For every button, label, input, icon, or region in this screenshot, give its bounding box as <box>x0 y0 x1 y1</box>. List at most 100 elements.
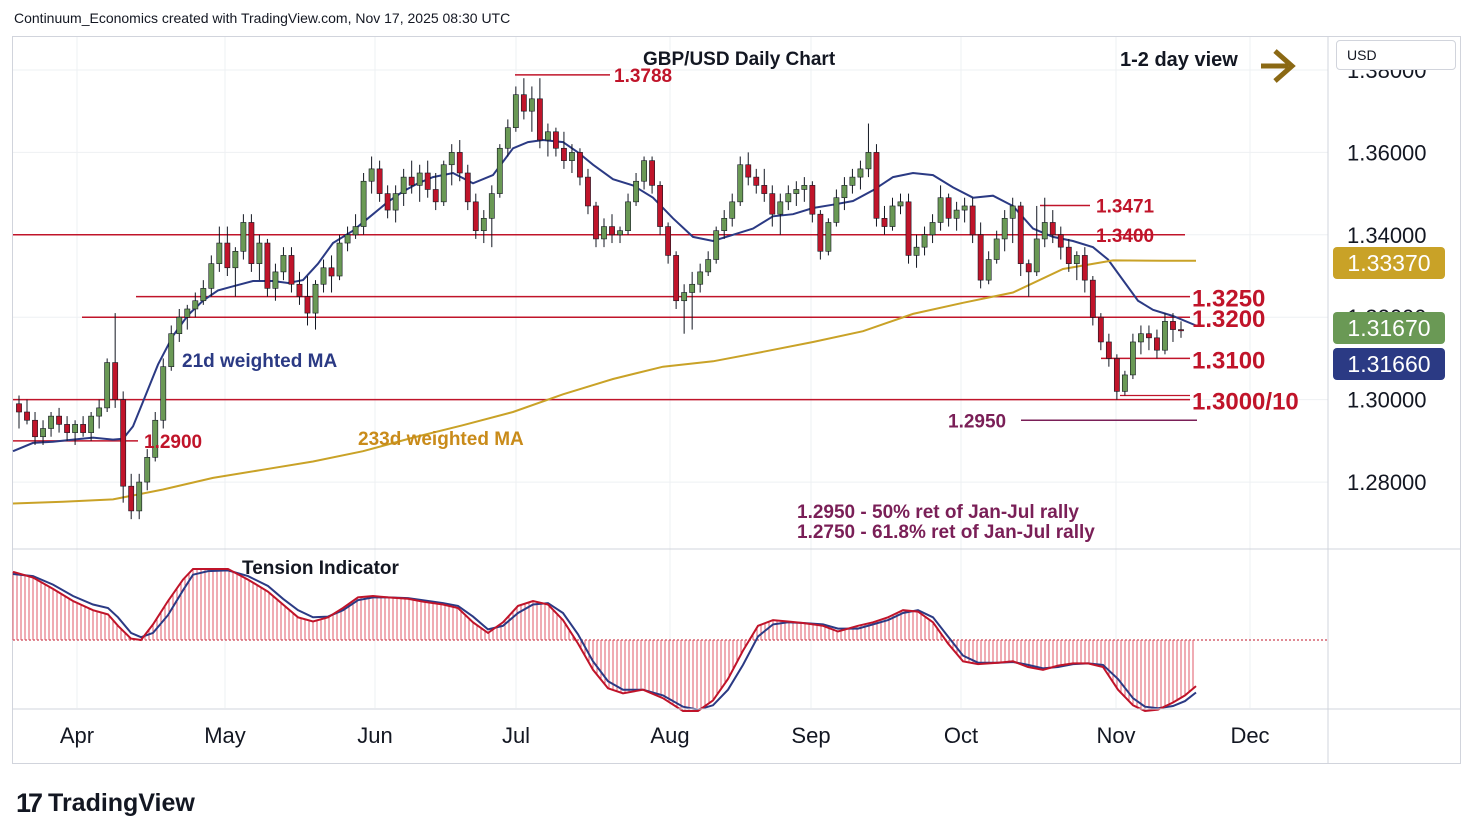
candle-body <box>496 147 503 194</box>
level-lines <box>13 74 1197 442</box>
arrow-right-icon <box>1261 49 1296 83</box>
currency-selector[interactable]: USD <box>1336 40 1456 70</box>
candle-body <box>937 197 944 223</box>
candle-body <box>320 267 327 285</box>
candle-body <box>488 193 495 219</box>
candle-body <box>248 222 255 264</box>
candle-body <box>416 172 423 186</box>
candle-body <box>384 193 391 211</box>
candle-body <box>1113 358 1120 392</box>
candle-body <box>1009 205 1016 219</box>
indicator-title: Tension Indicator <box>242 558 400 579</box>
candle-body <box>801 185 808 190</box>
candle-body <box>144 457 151 483</box>
candle-body <box>1097 316 1104 343</box>
candle-body <box>1057 234 1064 248</box>
candle-body <box>921 234 928 248</box>
x-tick-label: Jun <box>357 723 392 748</box>
candle-body <box>224 242 231 269</box>
ma233-label: 233d weighted MA <box>358 429 524 450</box>
y-tick-label: 1.30000 <box>1347 388 1427 413</box>
candle-body <box>1089 279 1096 318</box>
candle-body <box>392 193 399 211</box>
level-label: 1.3471 <box>1096 197 1155 218</box>
level-label: 1.2950 <box>948 411 1006 432</box>
candle-body <box>192 300 199 310</box>
candle-body <box>504 127 511 149</box>
candle-body <box>256 242 263 264</box>
candle-body <box>424 172 431 190</box>
candle-body <box>312 283 319 314</box>
candle-body <box>993 238 1000 260</box>
candle-body <box>545 131 551 141</box>
candle-body <box>601 226 607 240</box>
candle-body <box>344 234 351 244</box>
indicator-main-line <box>12 568 1197 713</box>
chart-attribution: Continuum_Economics created with Trading… <box>14 10 511 26</box>
axes: Apr May Jun Jul Aug Sep Oct Nov Dec1.380001.3600… <box>13 37 1460 764</box>
tradingview-logo[interactable]: 17 TradingView <box>16 788 195 818</box>
candle-body <box>1138 333 1144 343</box>
candle-body <box>1033 238 1040 273</box>
arrow-head <box>1273 49 1296 83</box>
candle-body <box>929 222 936 236</box>
candle-body <box>753 176 760 186</box>
candles <box>16 78 1184 520</box>
candle-body <box>432 189 439 203</box>
x-tick-label: Aug <box>650 723 689 748</box>
candle-body <box>665 226 672 256</box>
candle-body <box>296 283 303 297</box>
candle-body <box>873 152 880 219</box>
candle-body <box>833 197 840 223</box>
candle-body <box>1170 321 1176 330</box>
candle-body <box>673 255 680 302</box>
candle-body <box>1105 341 1112 359</box>
candle-body <box>761 185 768 194</box>
candle-body <box>72 424 78 433</box>
candle-body <box>272 271 279 289</box>
candle-body <box>609 226 615 236</box>
ma21-label: 21d weighted MA <box>182 351 337 372</box>
x-tick-label: Dec <box>1230 723 1269 748</box>
candle-body <box>617 230 623 236</box>
candle-body <box>1049 222 1056 236</box>
candle-body <box>176 316 183 335</box>
candle-body <box>64 424 70 433</box>
candle-body <box>785 193 792 203</box>
candle-body <box>152 419 159 458</box>
candle-body <box>160 366 167 421</box>
ma233-line <box>12 259 1196 505</box>
x-tick-label: Nov <box>1096 723 1135 748</box>
candle-body <box>649 160 655 186</box>
candle-body <box>400 176 407 194</box>
currency-label: USD <box>1347 47 1377 63</box>
tradingview-logo-icon: 17 <box>16 787 43 818</box>
candle-body <box>857 168 864 178</box>
candle-body <box>745 164 752 178</box>
x-tick-label: Apr <box>60 723 94 748</box>
tradingview-wordmark: TradingView <box>48 788 195 817</box>
candle-body <box>809 185 816 215</box>
candle-body <box>825 222 832 252</box>
candle-body <box>280 255 287 273</box>
candle-body <box>553 131 559 149</box>
candle-body <box>512 94 519 128</box>
y-tick-label: 1.28000 <box>1347 470 1427 495</box>
candle-body <box>288 255 295 285</box>
candle-body <box>569 152 575 161</box>
level-label: 1.3400 <box>1096 226 1154 247</box>
candle-body <box>232 250 239 269</box>
candle-body <box>104 362 111 409</box>
candle-body <box>641 160 647 182</box>
candle-body <box>1081 255 1088 281</box>
level-label: 1.3000/10 <box>1192 389 1299 416</box>
candle-body <box>480 218 487 231</box>
x-tick-label: Jul <box>502 723 530 748</box>
ma21-line <box>12 138 1197 453</box>
candle-body <box>697 271 704 285</box>
candle-body <box>24 411 30 421</box>
candle-body <box>408 176 415 186</box>
candle-body <box>705 259 712 273</box>
